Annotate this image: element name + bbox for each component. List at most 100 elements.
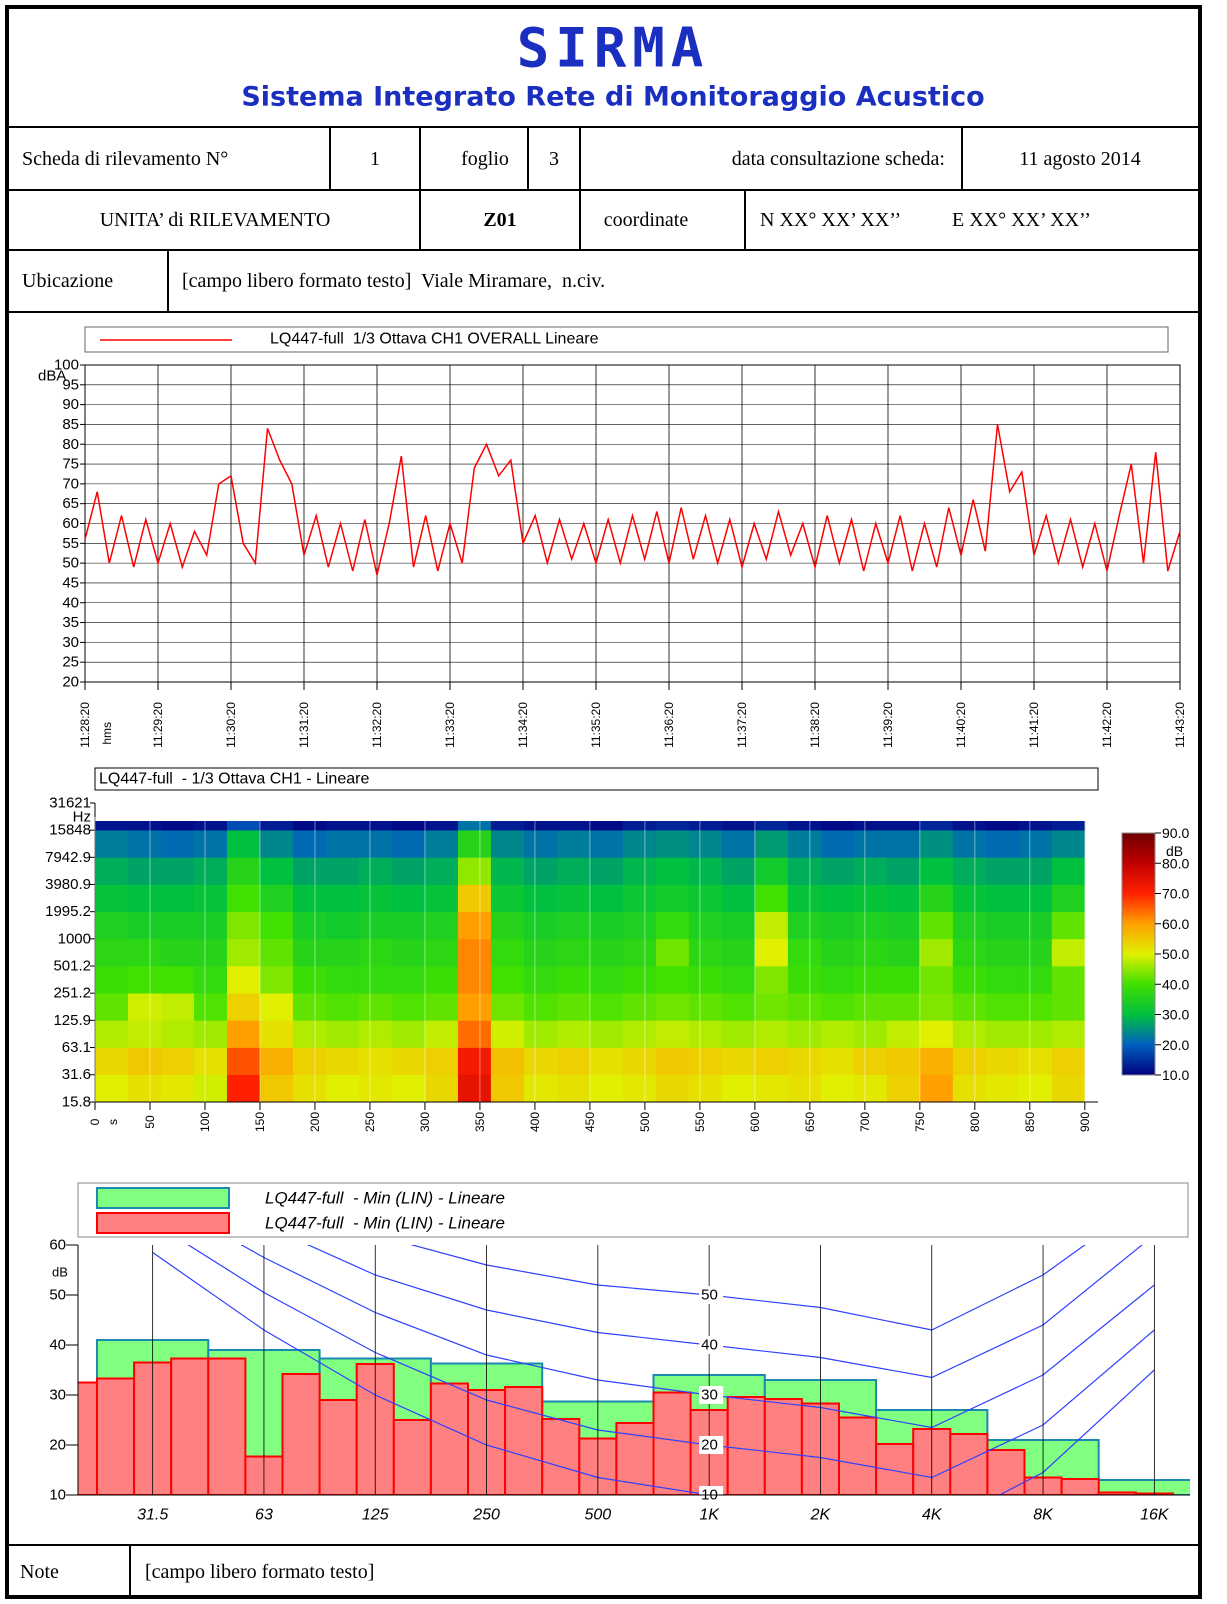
- x-tick-label: 63: [255, 1507, 273, 1524]
- heat-cell: [458, 1075, 491, 1103]
- heat-cell: [524, 830, 557, 857]
- heat-cell: [425, 821, 458, 830]
- heat-cell: [326, 993, 359, 1020]
- colorbar: [1122, 833, 1155, 1075]
- heat-cell: [821, 939, 854, 966]
- heat-cell: [788, 857, 821, 884]
- cell-value: N XX° XX’ XX’’: [760, 209, 901, 231]
- heat-cell: [623, 830, 656, 857]
- heat-cell: [953, 1075, 986, 1103]
- heat-cell: [293, 885, 326, 912]
- heat-cell: [821, 966, 854, 993]
- heat-cell: [986, 1075, 1019, 1103]
- x-tick-label: 550: [693, 1112, 707, 1132]
- bar: [876, 1444, 913, 1495]
- x-tick-label: 11:29:20: [151, 702, 165, 748]
- bar: [950, 1434, 987, 1495]
- heat-cell: [722, 993, 755, 1020]
- heat-cell: [755, 993, 788, 1020]
- x-tick-label: 11:30:20: [224, 702, 238, 748]
- y-tick-label: 63.1: [62, 1039, 91, 1056]
- heat-cell: [161, 821, 194, 830]
- y-tick-label: 40: [49, 1337, 66, 1354]
- heat-cell: [986, 912, 1019, 939]
- y-tick-label: 30: [49, 1387, 66, 1404]
- heat-cell: [392, 821, 425, 830]
- heat-cell: [1052, 857, 1085, 884]
- heat-cell: [755, 830, 788, 857]
- heat-cell: [491, 966, 524, 993]
- legend-swatch: [97, 1213, 229, 1233]
- heat-cell: [821, 857, 854, 884]
- legend-box: [78, 1183, 1188, 1237]
- heat-cell: [260, 993, 293, 1020]
- bar: [654, 1393, 691, 1496]
- heat-cell: [1019, 966, 1052, 993]
- heat-cell: [887, 912, 920, 939]
- heat-cell: [887, 821, 920, 830]
- heat-cell: [887, 939, 920, 966]
- heat-cell: [491, 912, 524, 939]
- heat-cell: [425, 1075, 458, 1103]
- bar: [97, 1379, 134, 1496]
- heat-cell: [425, 912, 458, 939]
- heat-cell: [920, 966, 953, 993]
- heat-cell: [1052, 830, 1085, 857]
- heat-cell: [1019, 912, 1052, 939]
- x-tick-label: 11:36:20: [662, 702, 676, 748]
- heat-cell: [194, 821, 227, 830]
- heat-cell: [821, 993, 854, 1020]
- heat-cell: [755, 857, 788, 884]
- heat-cell: [293, 993, 326, 1020]
- heat-cell: [722, 1020, 755, 1047]
- heat-cell: [260, 1048, 293, 1076]
- heat-cell: [359, 912, 392, 939]
- bar: [1062, 1479, 1099, 1495]
- heat-cell: [128, 1075, 161, 1103]
- heat-cell: [821, 821, 854, 830]
- heat-cell: [326, 939, 359, 966]
- heat-cell: [1019, 1075, 1052, 1103]
- heat-cell: [854, 966, 887, 993]
- heat-cell: [590, 939, 623, 966]
- heat-cell: [161, 1048, 194, 1076]
- heat-cell: [953, 912, 986, 939]
- header-title: Sistema Integrato Rete di Monitoraggio A…: [241, 82, 984, 113]
- y-tick-label: 125.9: [53, 1012, 91, 1029]
- heat-cell: [425, 830, 458, 857]
- heat-cell: [392, 966, 425, 993]
- heat-cell: [755, 1020, 788, 1047]
- heat-cell: [161, 885, 194, 912]
- heat-cell: [1019, 939, 1052, 966]
- heat-cell: [590, 830, 623, 857]
- contour-label: 40: [701, 1337, 718, 1354]
- heat-cell: [821, 830, 854, 857]
- y-tick-label: 45: [62, 574, 79, 591]
- heat-cell: [458, 857, 491, 884]
- heat-cell: [656, 1048, 689, 1076]
- heat-cell: [425, 1020, 458, 1047]
- heat-cell: [524, 966, 557, 993]
- heat-cell: [425, 857, 458, 884]
- x-axis-label: hms: [100, 722, 114, 745]
- heat-cell: [854, 857, 887, 884]
- contour-label: 20: [701, 1437, 718, 1454]
- heat-cell: [260, 1020, 293, 1047]
- y-tick-label: 90: [62, 396, 79, 413]
- heat-cell: [590, 885, 623, 912]
- heat-cell: [557, 857, 590, 884]
- heat-cell: [821, 1048, 854, 1076]
- y-tick-label: 20: [62, 674, 79, 691]
- heat-cell: [755, 1075, 788, 1103]
- heat-cell: [854, 1075, 887, 1103]
- logo: SIRMA: [517, 17, 710, 80]
- heat-cell: [524, 821, 557, 830]
- x-tick-label: 11:42:20: [1100, 702, 1114, 748]
- heat-cell: [755, 939, 788, 966]
- x-tick-label: 700: [858, 1112, 872, 1132]
- heat-cell: [260, 1075, 293, 1103]
- heat-cell: [392, 885, 425, 912]
- x-tick-label: 150: [253, 1112, 267, 1132]
- x-tick-label: 400: [528, 1112, 542, 1132]
- heat-cell: [887, 1020, 920, 1047]
